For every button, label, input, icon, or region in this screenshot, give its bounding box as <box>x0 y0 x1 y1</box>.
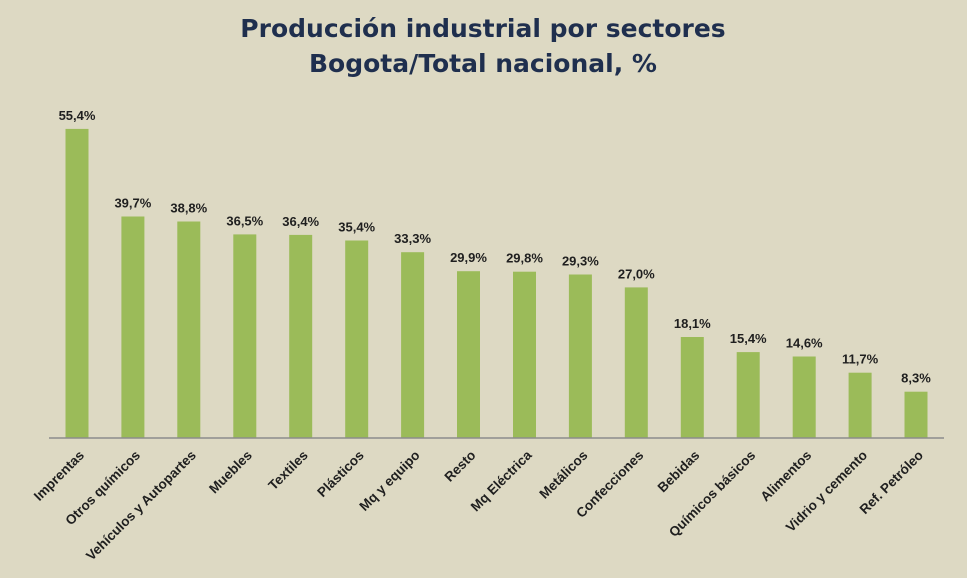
category-label: Textiles <box>265 448 310 493</box>
category-label: Mq Eléctrica <box>468 447 535 514</box>
bar <box>736 352 760 438</box>
data-label: 36,5% <box>226 213 263 228</box>
data-label: 15,4% <box>730 331 767 346</box>
data-label: 35,4% <box>338 220 375 235</box>
bar <box>904 391 928 438</box>
category-label: Muebles <box>206 448 255 497</box>
data-label: 55,4% <box>59 108 96 123</box>
bar <box>848 372 872 438</box>
data-label: 29,9% <box>450 250 487 265</box>
category-label: Metálicos <box>536 448 590 502</box>
category-label: Imprentas <box>31 448 87 504</box>
chart-title-line-1: Producción industrial por sectores <box>240 14 725 43</box>
bar <box>289 234 313 438</box>
data-label: 33,3% <box>394 231 431 246</box>
data-label: 39,7% <box>114 196 151 211</box>
bar <box>680 337 704 438</box>
data-label: 11,7% <box>842 352 879 367</box>
bar <box>513 271 536 438</box>
category-label: Plásticos <box>314 448 367 501</box>
data-label: 8,3% <box>901 371 931 386</box>
data-label: 18,1% <box>674 316 711 331</box>
data-label: 27,0% <box>618 266 655 281</box>
category-label: Alimentos <box>758 448 815 505</box>
bar <box>457 271 480 438</box>
data-label: 29,8% <box>506 251 543 266</box>
bar <box>233 234 257 438</box>
bar <box>624 287 648 438</box>
category-label: Vehículos y Autopartes <box>83 448 199 564</box>
bar <box>65 128 89 438</box>
data-label: 36,4% <box>282 214 319 229</box>
category-label: Mq y equipo <box>356 448 422 514</box>
bar <box>792 356 816 438</box>
value-labels-group: 55,4% 39,7% 38,8% 36,5% 36,4% 35,4% 33,3% 29,9%… <box>59 108 932 386</box>
bar <box>345 240 369 438</box>
data-label: 29,3% <box>562 254 599 269</box>
bar <box>121 216 145 438</box>
data-label: 38,8% <box>170 201 207 216</box>
data-label: 14,6% <box>786 336 823 351</box>
chart-title-line-2: Bogota/Total nacional, % <box>309 49 657 78</box>
bar <box>568 274 592 438</box>
category-label: Resto <box>441 448 478 485</box>
category-label: Bebidas <box>655 448 703 496</box>
bar <box>177 221 201 438</box>
bar <box>401 252 425 438</box>
bars-group <box>65 128 928 438</box>
